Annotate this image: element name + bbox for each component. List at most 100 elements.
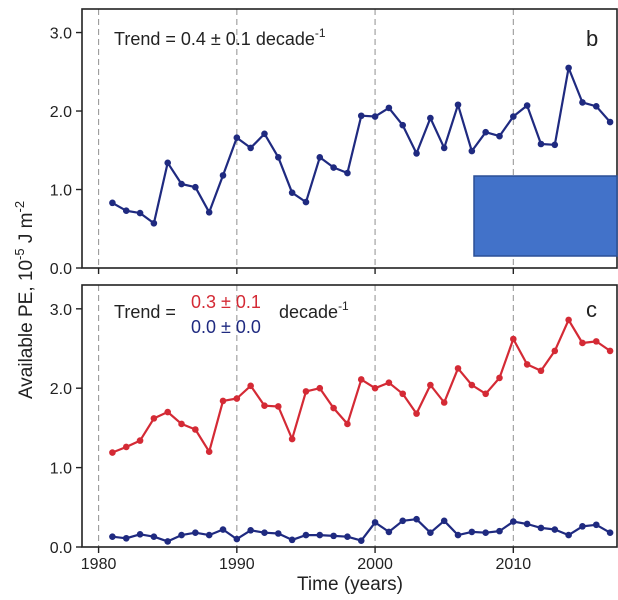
data-point bbox=[122, 534, 130, 542]
x-tick-label: 1980 bbox=[81, 556, 117, 573]
data-point bbox=[454, 101, 462, 109]
data-point bbox=[496, 527, 503, 535]
data-point bbox=[579, 523, 586, 530]
data-point bbox=[523, 520, 531, 528]
data-point bbox=[192, 426, 199, 433]
data-point bbox=[330, 532, 337, 540]
panel-c-trend-prefix: Trend = bbox=[114, 302, 176, 322]
data-point bbox=[219, 526, 227, 533]
data-point bbox=[357, 376, 365, 383]
data-point bbox=[440, 144, 448, 152]
data-point bbox=[482, 390, 489, 398]
data-point bbox=[579, 339, 586, 347]
data-point bbox=[275, 403, 282, 410]
data-point bbox=[454, 365, 462, 372]
data-point bbox=[316, 154, 324, 161]
data-point bbox=[565, 531, 572, 539]
data-point bbox=[288, 189, 296, 196]
data-point bbox=[606, 529, 614, 537]
data-point bbox=[136, 530, 144, 538]
data-point bbox=[565, 64, 572, 72]
data-point bbox=[592, 103, 600, 110]
data-point bbox=[440, 517, 448, 525]
data-point bbox=[136, 209, 144, 217]
y-tick-label: 0.0 bbox=[50, 261, 72, 278]
data-point bbox=[510, 113, 517, 120]
data-point bbox=[606, 118, 614, 126]
data-point bbox=[150, 415, 158, 422]
data-point bbox=[330, 404, 337, 412]
data-point bbox=[302, 198, 310, 206]
data-point bbox=[164, 159, 172, 167]
data-point bbox=[385, 104, 393, 112]
x-axis-title: Time (years) bbox=[297, 574, 403, 595]
data-point bbox=[178, 180, 185, 188]
data-point bbox=[399, 517, 407, 525]
data-point bbox=[427, 114, 434, 122]
data-point bbox=[496, 132, 503, 140]
data-point bbox=[606, 347, 614, 355]
data-point bbox=[385, 528, 393, 536]
data-point bbox=[316, 384, 324, 392]
data-point bbox=[413, 410, 420, 417]
data-point bbox=[205, 531, 213, 539]
y-tick-label: 1.0 bbox=[50, 183, 72, 200]
data-point bbox=[592, 521, 600, 529]
data-point bbox=[496, 374, 503, 382]
data-point bbox=[261, 402, 268, 409]
data-point bbox=[551, 347, 559, 355]
data-point bbox=[136, 437, 144, 444]
data-point bbox=[454, 531, 462, 539]
y-tick-label: 3.0 bbox=[50, 302, 72, 319]
x-tick-label: 2010 bbox=[496, 556, 532, 573]
data-point bbox=[399, 390, 407, 398]
panel-b-series bbox=[109, 64, 614, 227]
panel-c-x-ticks: 1980 1990 2000 2010 bbox=[81, 547, 531, 573]
panel-b-x-ticks bbox=[97, 268, 515, 274]
data-point bbox=[233, 395, 241, 402]
data-point bbox=[468, 528, 476, 536]
panel-c: 0.0 1.0 2.0 3.0 1980 1990 2000 2010 Trend = 0.… bbox=[50, 284, 618, 573]
data-point bbox=[247, 382, 254, 390]
data-point bbox=[178, 531, 185, 539]
data-point bbox=[482, 128, 489, 136]
x-tick-label: 1990 bbox=[219, 556, 255, 573]
panel-b-trend-label: Trend = 0.4 ± 0.1 decade-1 bbox=[114, 26, 326, 49]
data-point bbox=[288, 536, 296, 544]
data-point bbox=[288, 435, 296, 443]
data-point bbox=[482, 529, 489, 537]
data-point bbox=[344, 533, 351, 540]
y-tick-label: 0.0 bbox=[50, 540, 72, 557]
panel-c-trend-suffix: decade-1 bbox=[279, 299, 349, 322]
panel-b-letter: b bbox=[586, 26, 598, 51]
panel-b: 0.01.02.03.0 Trend = 0.4 ± 0.1 decade-1 … bbox=[50, 8, 618, 278]
data-point bbox=[385, 379, 393, 386]
series-line-0 bbox=[111, 318, 611, 454]
data-point bbox=[537, 140, 545, 148]
data-point bbox=[371, 113, 379, 120]
data-point bbox=[523, 361, 531, 368]
panel-c-trend-value-red: 0.3 ± 0.1 bbox=[191, 292, 261, 312]
overlay-rectangle bbox=[473, 175, 618, 257]
data-point bbox=[164, 538, 172, 545]
panel-b-frame bbox=[81, 8, 618, 269]
data-point bbox=[150, 219, 158, 227]
data-point bbox=[344, 420, 351, 428]
y-tick-label: 2.0 bbox=[50, 104, 72, 121]
data-point bbox=[357, 112, 365, 120]
data-point bbox=[523, 102, 531, 109]
y-tick-label: 1.0 bbox=[50, 461, 72, 478]
y-tick-label: 2.0 bbox=[50, 381, 72, 398]
data-point bbox=[261, 130, 268, 138]
data-point bbox=[551, 141, 559, 149]
data-point bbox=[275, 154, 282, 161]
data-point bbox=[357, 537, 365, 544]
data-point bbox=[316, 531, 324, 539]
data-point bbox=[592, 338, 600, 345]
y-axis-title: Available PE, 10-5 J m-2 bbox=[12, 201, 37, 399]
data-point bbox=[413, 515, 420, 523]
data-point bbox=[537, 524, 545, 532]
data-point bbox=[330, 164, 337, 171]
data-point bbox=[468, 147, 476, 155]
